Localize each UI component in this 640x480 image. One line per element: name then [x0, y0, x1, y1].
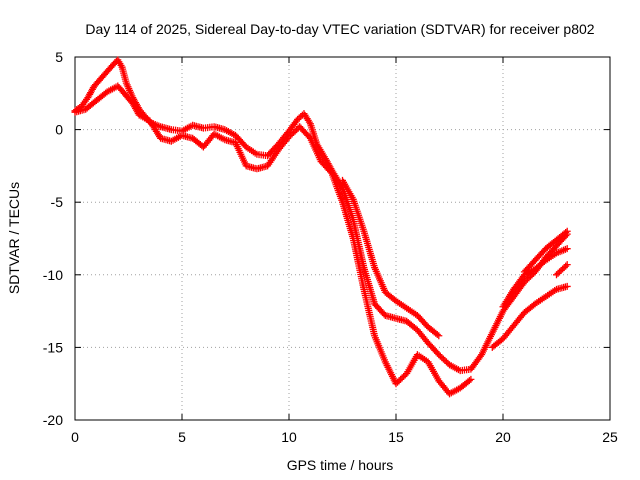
y-tick-label: -15	[43, 339, 63, 355]
x-tick-label: 15	[388, 429, 404, 445]
y-tick-label: 5	[55, 49, 63, 65]
data-point	[433, 331, 441, 339]
data-point	[562, 262, 570, 270]
x-tick-label: 5	[178, 429, 186, 445]
x-tick-label: 0	[71, 429, 79, 445]
data-point	[467, 375, 475, 383]
y-tick-label: -20	[43, 412, 63, 428]
y-tick-label: 0	[55, 122, 63, 138]
x-axis-label: GPS time / hours	[287, 457, 394, 473]
data-point	[563, 282, 571, 290]
y-axis-label: SDTVAR / TECUs	[6, 182, 22, 294]
data-point	[562, 228, 570, 236]
plot-frame	[74, 56, 611, 421]
axis-ticks: 0 5 10 15 20 25 5 0 -5 -10 -15 -20	[43, 49, 618, 445]
data-point	[563, 261, 571, 269]
data-point	[563, 227, 571, 235]
data-point	[563, 245, 571, 253]
x-tick-label: 25	[602, 429, 618, 445]
x-tick-label: 10	[281, 429, 297, 445]
data-point	[465, 377, 473, 385]
grid-lines	[75, 57, 610, 420]
chart-title: Day 114 of 2025, Sidereal Day-to-day VTE…	[85, 21, 594, 37]
x-tick-label: 20	[495, 429, 511, 445]
data-points	[71, 56, 571, 398]
y-tick-label: -10	[43, 267, 63, 283]
data-point	[435, 332, 443, 340]
y-tick-label: -5	[51, 194, 64, 210]
